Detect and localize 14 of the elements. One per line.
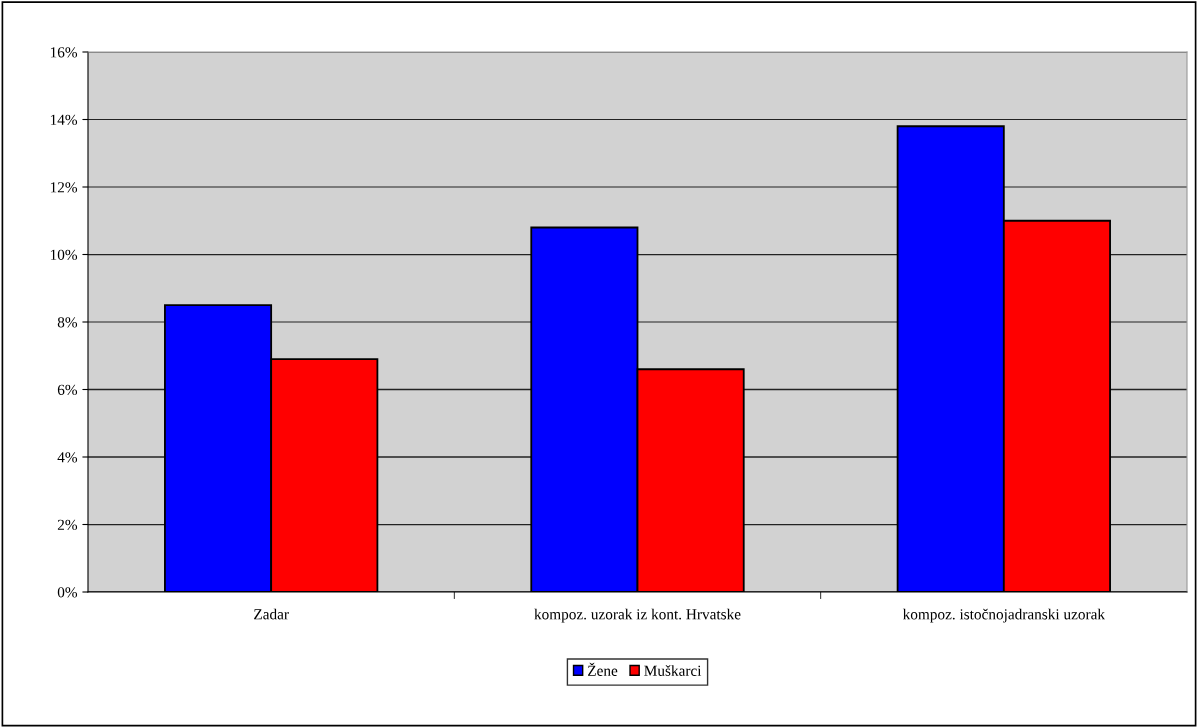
legend-label: Žene <box>588 662 618 676</box>
legend-label: Muškarci <box>644 665 702 676</box>
y-tick-label: 14% <box>50 114 78 125</box>
y-tick-label: 16% <box>50 47 78 58</box>
x-tick-label: Zadar <box>254 608 289 620</box>
y-tick-label: 12% <box>50 182 78 193</box>
y-tick-label: 8% <box>57 317 78 328</box>
y-tick-label: 10% <box>50 249 78 260</box>
y-tick-label: 4% <box>57 452 78 463</box>
y-tick-label: 2% <box>57 519 78 530</box>
x-tick-label: kompoz. istočnojadranski uzorak <box>902 608 1106 623</box>
y-tick-label: 0% <box>57 587 78 598</box>
y-tick-label: 6% <box>57 384 78 395</box>
x-tick-label: kompoz. uzorak iz kont. Hrvatske <box>534 608 741 623</box>
